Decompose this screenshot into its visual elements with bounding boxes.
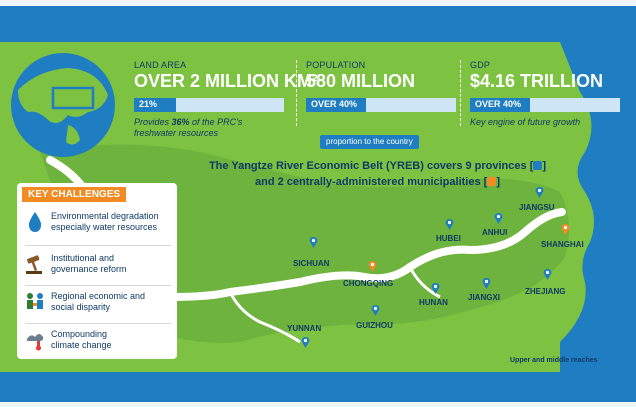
yreb-line1: The Yangtze River Economic Belt (YREB) c… [208, 160, 534, 172]
challenge-divider [25, 285, 171, 286]
water-drop-icon [28, 212, 42, 232]
map-pin-icon [535, 187, 544, 198]
challenge-text: Regional economic and social disparity [51, 291, 145, 313]
land-area-value: OVER 2 MILLION KM² [134, 71, 318, 91]
climate-icon [26, 334, 44, 351]
stat-divider [460, 60, 461, 126]
place-zhejiang: ZHEJIANG [525, 287, 566, 296]
bottom-banner [0, 372, 636, 407]
tributary [408, 266, 441, 299]
challenge-line1: Environmental degradation [51, 211, 159, 221]
map-pin-icon [482, 278, 491, 289]
map-pin-icon [301, 337, 310, 348]
stat-divider [296, 60, 297, 126]
population-stat: POPULATION 580 MILLION OVER 40% [306, 60, 456, 112]
map-legend: Upper and middle reaches [510, 354, 609, 364]
map-pin-icon [371, 305, 380, 316]
yreb-line1-end: ] [542, 160, 547, 172]
proportion-label: proportion to the country [320, 135, 419, 149]
top-strip [0, 0, 636, 6]
challenge-item: Institutional and governance reform [25, 251, 175, 283]
challenge-line1: Regional economic and [51, 291, 146, 301]
note-suffix: of the PRC’s freshwater resources [134, 117, 243, 138]
population-value: 580 MILLION [306, 71, 416, 91]
tributary [228, 291, 301, 344]
top-banner [0, 0, 636, 42]
gdp-stat: GDP $4.16 TRILLION OVER 40% Key engine o… [470, 60, 620, 128]
challenge-line2: governance reform [51, 264, 127, 274]
map-pin-icon [543, 269, 552, 280]
gdp-note: Key engine of future growth [470, 117, 581, 127]
population-bar-label: OVER 40% [311, 99, 358, 109]
gdp-bar-label: OVER 40% [475, 99, 522, 109]
land-area-label: LAND AREA [134, 60, 187, 70]
place-hubei: HUBEI [436, 234, 461, 243]
land-area-bar-fill [134, 98, 176, 112]
place-jiangxi: JIANGXI [468, 293, 501, 302]
land-area-bar-label: 21% [139, 99, 158, 109]
people-icon [27, 293, 43, 309]
gdp-bar-fill [470, 98, 530, 112]
place-chongqing: CHONGQING [343, 279, 394, 288]
challenge-divider [25, 323, 171, 324]
challenge-line1: Compounding [51, 329, 108, 339]
challenge-line2: especially water resources [51, 222, 158, 232]
place-guizhou: GUIZHOU [356, 321, 393, 330]
yreb-line2-end: ] [496, 176, 500, 188]
note-bold: 36% [171, 117, 190, 127]
globe-icon [11, 53, 115, 157]
population-label: POPULATION [306, 60, 366, 70]
challenge-text: Environmental degradation especially wate… [51, 211, 159, 233]
note-prefix: Provides [134, 117, 172, 127]
place-yunnan: YUNNAN [287, 324, 322, 333]
place-sichuan: SICHUAN [293, 259, 330, 268]
place-shanghai: SHANGHAI [541, 240, 584, 249]
gdp-bar: OVER 40% [470, 98, 620, 112]
map-pin-icon [431, 283, 440, 294]
place-anhui: ANHUI [482, 228, 508, 237]
land-area-note: Provides 36% of the PRC’s freshwater res… [134, 117, 284, 139]
map-pin-icon [494, 213, 503, 224]
challenge-divider [25, 245, 171, 246]
key-challenges-title: KEY CHALLENGES [22, 187, 127, 202]
challenge-line2: climate change [51, 340, 112, 350]
yreb-description: The Yangtze River Economic Belt (YREB) c… [205, 158, 550, 190]
province-marker-icon [533, 161, 543, 170]
place-jiangsu: JIANGSU [519, 203, 555, 212]
land-area-stat: LAND AREA OVER 2 MILLION KM² 21% Provide… [134, 60, 318, 139]
land-area-bar: 21% [134, 98, 284, 112]
challenge-text: Institutional and governance reform [51, 253, 127, 275]
legend-marker-icon [599, 354, 609, 363]
challenge-item: Environmental degradation especially wate… [25, 209, 175, 241]
gdp-label: GDP [470, 60, 491, 70]
map-pin-icon [445, 219, 454, 230]
challenge-line2: social disparity [51, 302, 111, 312]
sea-area [560, 42, 636, 372]
municipality-pin-icon [368, 261, 377, 272]
bottom-strip [0, 402, 636, 407]
challenge-line1: Institutional and [51, 253, 115, 263]
population-bar: OVER 40% [306, 98, 456, 112]
gavel-icon [26, 255, 42, 274]
map-pin-icon [309, 237, 318, 248]
yreb-line2: and 2 centrally-administered municipalit… [255, 176, 488, 188]
population-bar-fill [306, 98, 366, 112]
gdp-value: $4.16 TRILLION [470, 71, 604, 91]
key-challenges-panel: KEY CHALLENGES Environmental degradation… [17, 183, 177, 359]
legend-label: Upper and middle reaches [510, 357, 598, 364]
challenge-item: Regional economic and social disparity [25, 289, 175, 321]
municipality-pin-icon [561, 224, 570, 235]
challenge-text: Compounding climate change [51, 329, 112, 351]
challenge-item: Compounding climate change [25, 327, 175, 359]
municipality-marker-icon [487, 177, 497, 186]
place-hunan: HUNAN [419, 298, 448, 307]
